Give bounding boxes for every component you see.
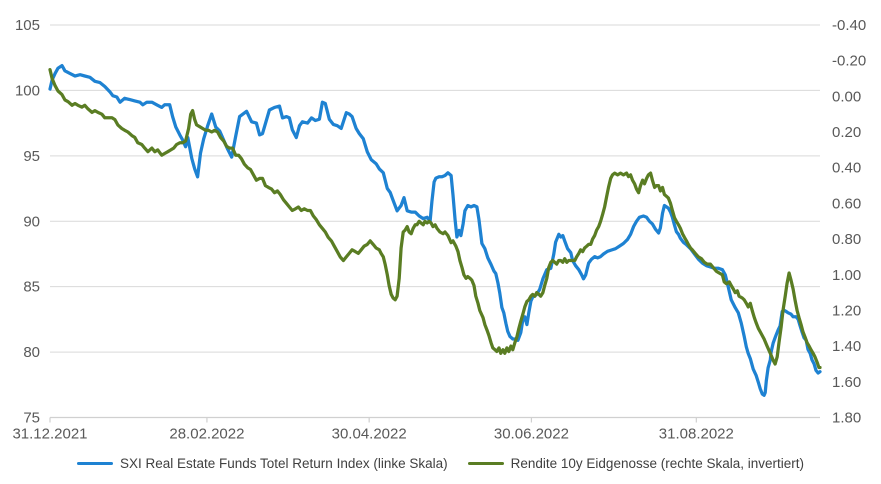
legend-item-rendite-10y: Rendite 10y Eidgenosse (rechte Skala, in… bbox=[467, 456, 805, 471]
y-axis-label-right: 1.80 bbox=[832, 410, 861, 427]
series-line-1 bbox=[48, 67, 822, 370]
x-axis-label: 30.06.2022 bbox=[494, 426, 569, 443]
legend-item-sxi-index: SXI Real Estate Funds Totel Return Index… bbox=[76, 456, 448, 471]
y-axis-label-left: 95 bbox=[23, 148, 40, 165]
y-axis-label-left: 90 bbox=[23, 213, 40, 230]
y-axis-label-left: 80 bbox=[23, 344, 40, 361]
y-axis-label-right: 1.20 bbox=[832, 302, 861, 319]
y-axis-label-right: 0.40 bbox=[832, 160, 861, 177]
legend: SXI Real Estate Funds Totel Return Index… bbox=[0, 456, 881, 471]
x-axis-label: 31.12.2021 bbox=[12, 426, 87, 443]
y-axis-label-right: 1.00 bbox=[832, 267, 861, 284]
x-axis-label: 31.08.2022 bbox=[659, 426, 734, 443]
x-axis-label: 30.04.2022 bbox=[332, 426, 407, 443]
y-axis-label-left: 75 bbox=[23, 410, 40, 427]
series-line-0 bbox=[48, 63, 822, 397]
y-axis-label-right: -0.40 bbox=[832, 17, 866, 34]
legend-label-sxi-index: SXI Real Estate Funds Totel Return Index… bbox=[119, 456, 448, 471]
x-axis-label: 28.02.2022 bbox=[169, 426, 244, 443]
y-axis-label-right: 1.60 bbox=[832, 374, 861, 391]
y-axis-label-right: 0.20 bbox=[832, 124, 861, 141]
y-axis-label-right: -0.20 bbox=[832, 53, 866, 70]
y-axis-label-right: 0.80 bbox=[832, 231, 861, 248]
legend-swatch-green-line bbox=[467, 461, 504, 466]
y-axis-label-left: 85 bbox=[23, 279, 40, 296]
y-axis-label-right: 1.40 bbox=[832, 338, 861, 355]
y-axis-label-right: 0.00 bbox=[832, 88, 861, 105]
y-axis-label-left: 105 bbox=[15, 17, 40, 34]
legend-label-rendite-10y: Rendite 10y Eidgenosse (rechte Skala, in… bbox=[510, 456, 805, 471]
y-axis-label-left: 100 bbox=[15, 82, 40, 99]
legend-swatch-blue-line bbox=[76, 461, 113, 466]
y-axis-label-right: 0.60 bbox=[832, 195, 861, 212]
